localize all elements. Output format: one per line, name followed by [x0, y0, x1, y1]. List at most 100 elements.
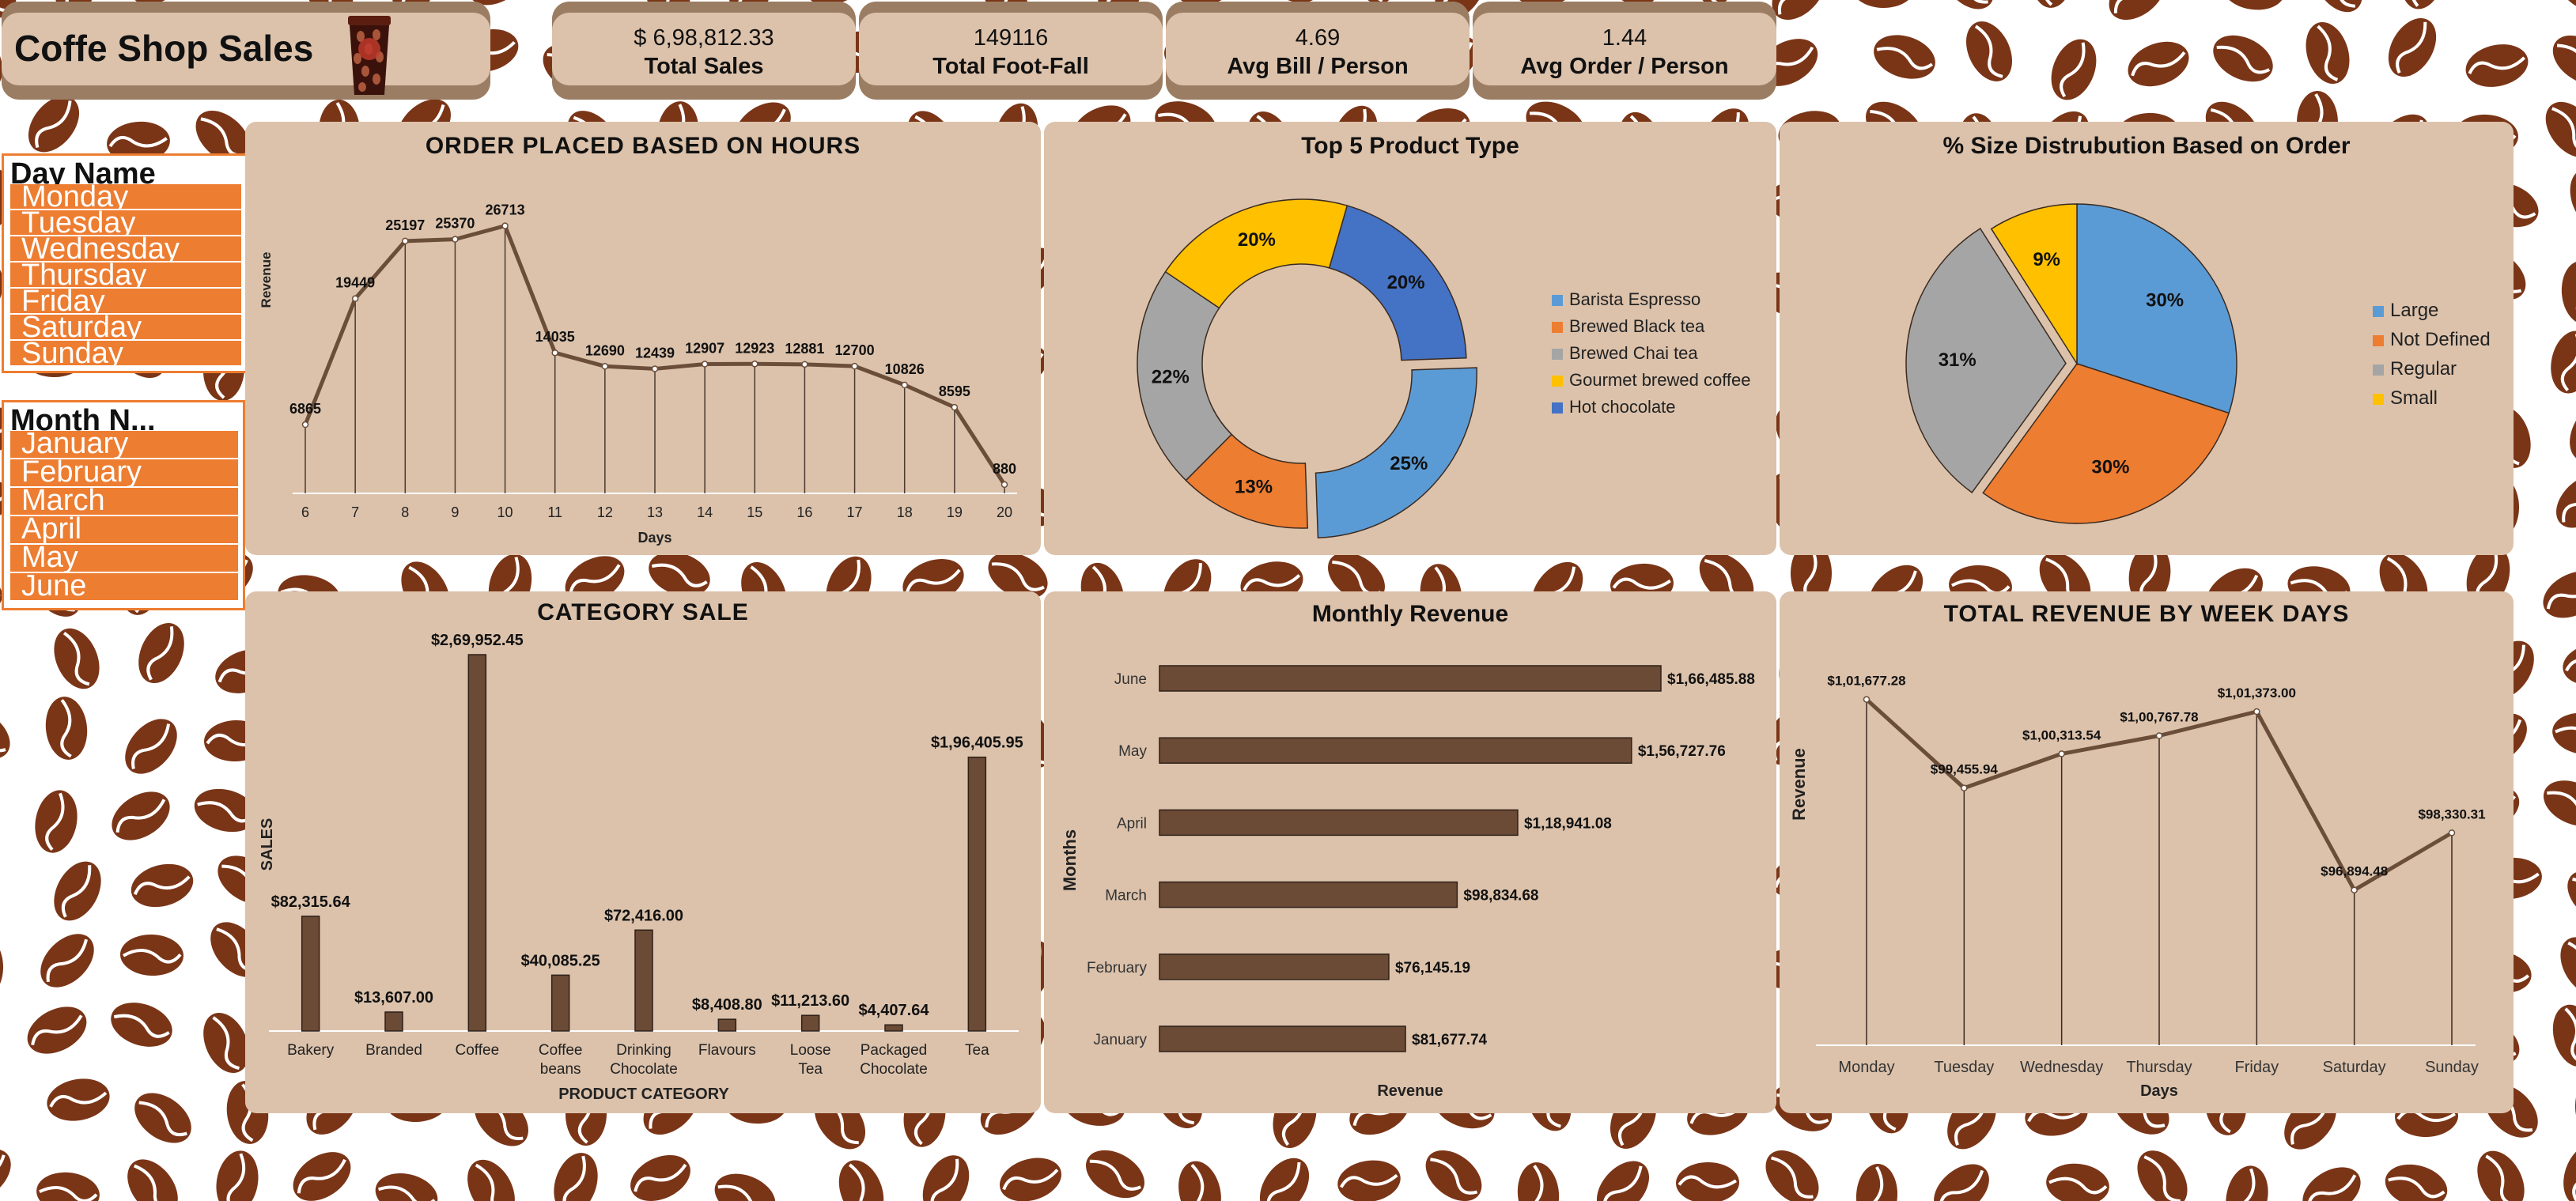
coffee-bean-icon: [554, 1153, 598, 1201]
slicer-item-january[interactable]: January: [10, 431, 238, 459]
data-label: 12700: [835, 342, 875, 358]
slicer-item-april[interactable]: April: [10, 516, 238, 545]
x-tick-label: Flavours: [698, 1042, 756, 1059]
slicer-item-sunday[interactable]: Sunday: [10, 341, 241, 367]
x-tick-label: Loose: [790, 1042, 831, 1059]
coffee-bean-icon: [1965, 21, 2013, 81]
data-label: $2,69,952.45: [431, 632, 524, 649]
data-point: [2351, 886, 2358, 893]
x-tick-label: 9: [451, 504, 459, 520]
coffee-bean-icon: [1941, 0, 1995, 9]
slicer-item-thursday[interactable]: Thursday: [10, 262, 241, 289]
top-product-type-panel: Top 5 Product Type 25% 13% 22% 20% 20% Barist…: [1044, 122, 1776, 555]
coffee-bean-icon: [1425, 1150, 1482, 1201]
data-label: $1,96,405.95: [931, 735, 1023, 752]
data-point: [2058, 750, 2065, 757]
slicer-item-march[interactable]: March: [10, 488, 238, 516]
coffee-bean-icon: [2306, 21, 2350, 85]
weekday-revenue-panel: TOTAL REVENUE BY WEEK DAYS $1,01,677.28 M…: [1780, 591, 2514, 1113]
bar: [384, 1011, 403, 1032]
kpi-avg-bill: 4.69 Avg Bill / Person: [1166, 2, 1470, 100]
coffee-bean-icon: [2560, 0, 2576, 13]
data-label: $1,18,941.08: [1524, 815, 1612, 832]
data-point: [2448, 829, 2456, 837]
coffee-bean-icon: [2570, 168, 2576, 230]
x-tick-label: 20: [997, 504, 1012, 520]
coffee-bean-icon: [293, 1152, 351, 1201]
coffee-bean-icon: [35, 790, 78, 853]
size-distribution-chart: 30% 30% 31% 9% Large Not Defined Regular Small: [1905, 203, 2491, 524]
coffee-bean-icon: [2222, 0, 2285, 10]
data-label: $72,416.00: [604, 907, 683, 924]
data-label: $96,894.48: [2321, 864, 2388, 879]
coffee-bean-icon: [2046, 1163, 2109, 1201]
coffee-bean-icon: [54, 861, 101, 921]
page-title: Coffe Shop Sales: [14, 28, 314, 69]
pie-slice: [1982, 363, 2230, 524]
y-tick-label: February: [1087, 960, 1148, 976]
slicer-item-monday[interactable]: Monday: [10, 184, 241, 210]
legend-swatch: [2373, 394, 2384, 405]
coffee-bean-icon: [2109, 0, 2166, 21]
coffee-bean-icon: [27, 1006, 87, 1054]
kpi-label: Total Foot-Fall: [932, 54, 1089, 79]
coffee-bean-icon: [922, 1155, 970, 1201]
data-label: 20%: [1238, 229, 1276, 251]
x-tick-label: Packaged: [861, 1042, 928, 1059]
x-tick-label: Wednesday: [2020, 1059, 2103, 1076]
bar: [550, 974, 570, 1032]
slicer-item-may[interactable]: May: [10, 545, 238, 573]
data-label: 13%: [1235, 476, 1273, 497]
slicer-item-february[interactable]: February: [10, 459, 238, 488]
slicer-item-saturday[interactable]: Saturday: [10, 315, 241, 341]
data-label: $1,01,677.28: [1827, 674, 1905, 689]
legend-label: Small: [2390, 387, 2438, 409]
coffee-bean-icon: [999, 1158, 1062, 1201]
coffee-bean-icon: [0, 708, 10, 759]
x-axis-title: Days: [637, 530, 671, 546]
slicer-item-friday[interactable]: Friday: [10, 289, 241, 315]
coffee-bean-icon: [2552, 712, 2576, 755]
y-tick-label: June: [1114, 671, 1147, 688]
y-axis-title: Revenue: [1789, 748, 1809, 821]
bar: [301, 916, 320, 1032]
coffee-bean-icon: [2313, 0, 2363, 13]
legend-swatch: [1552, 402, 1563, 414]
data-label: 31%: [1939, 349, 1976, 371]
coffee-bean-icon: [2051, 39, 2097, 100]
kpi-label: Avg Order / Person: [1520, 54, 1729, 79]
data-label: 8595: [939, 383, 970, 399]
slicer-item-wednesday[interactable]: Wednesday: [10, 236, 241, 262]
coffee-bean-icon: [2137, 1150, 2188, 1201]
coffee-bean-icon: [630, 1154, 690, 1201]
coffee-bean-icon: [0, 765, 7, 840]
x-tick-label: 14: [697, 504, 713, 520]
kpi-total-sales: $ 6,98,812.33 Total Sales: [552, 2, 856, 100]
data-label: 10826: [885, 361, 925, 377]
coffee-bean-icon: [2128, 41, 2189, 87]
coffee-bean-icon: [1259, 1158, 1310, 1201]
coffee-bean-icon: [134, 1093, 191, 1143]
data-label: $81,677.74: [1412, 1032, 1488, 1048]
slicer-item-tuesday[interactable]: Tuesday: [10, 210, 241, 236]
coffee-bean-icon: [2556, 474, 2576, 528]
x-tick-label: Chocolate: [610, 1061, 678, 1078]
y-tick-label: March: [1105, 888, 1147, 905]
coffee-bean-icon: [111, 1003, 172, 1047]
x-tick-label: Saturday: [2323, 1059, 2386, 1076]
bar: [1159, 737, 1632, 764]
pie-slice: [1990, 203, 2078, 366]
pie-slice: [1328, 205, 1467, 361]
data-point: [501, 222, 509, 229]
kpi-value: 1.44: [1602, 25, 1647, 51]
bar: [1159, 954, 1390, 980]
data-label: $11,213.60: [771, 992, 849, 1010]
data-label: $82,315.64: [271, 893, 351, 911]
data-label: $1,00,767.78: [2120, 710, 2198, 725]
data-label: 25370: [435, 216, 475, 232]
data-label: 9%: [2033, 249, 2060, 270]
kpi-value: $ 6,98,812.33: [634, 25, 774, 51]
slicer-item-june[interactable]: June: [10, 573, 238, 602]
x-tick-label: 13: [647, 504, 663, 520]
x-tick-label: 17: [847, 504, 863, 520]
